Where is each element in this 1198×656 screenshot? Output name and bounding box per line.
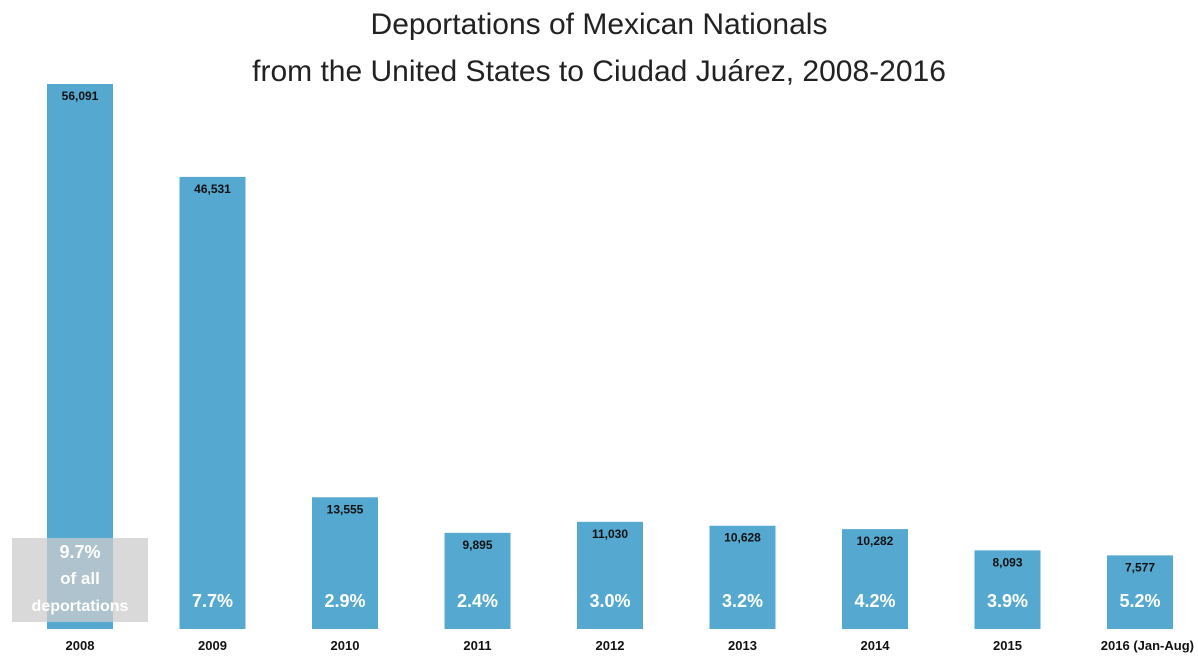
share-note-line-1: of all	[60, 569, 100, 588]
value-label: 10,282	[857, 534, 894, 548]
share-label: 7.7%	[192, 591, 233, 611]
share-label: 5.2%	[1119, 591, 1160, 611]
x-tick-label: 2016 (Jan-Aug)	[1101, 638, 1194, 653]
share-label: 2.9%	[324, 591, 365, 611]
value-label: 11,030	[592, 527, 628, 541]
value-label: 56,091	[62, 89, 99, 103]
value-label: 9,895	[462, 538, 492, 552]
share-note-line-2: deportations	[32, 598, 129, 615]
x-tick-label: 2012	[596, 638, 625, 653]
bar-2010	[312, 497, 378, 629]
bar-2009	[179, 176, 246, 629]
share-annotation-box	[12, 538, 148, 622]
share-label: 9.7%	[59, 542, 100, 562]
x-tick-label: 2014	[861, 638, 891, 653]
value-label: 8,093	[992, 555, 1022, 569]
share-label: 4.2%	[854, 591, 895, 611]
share-label: 3.2%	[722, 591, 763, 611]
value-label: 46,531	[194, 182, 231, 196]
bar-2012	[577, 521, 643, 629]
chart-title-line-1: Deportations of Mexican Nationals	[370, 8, 828, 41]
share-label: 3.9%	[987, 591, 1028, 611]
bar-2015	[974, 550, 1041, 629]
share-label: 2.4%	[457, 591, 498, 611]
x-tick-label: 2011	[463, 638, 491, 653]
share-label: 3.0%	[589, 591, 630, 611]
value-label: 7,577	[1125, 560, 1155, 574]
bar-2014	[842, 529, 908, 629]
x-tick-label: 2015	[993, 638, 1022, 653]
bar-2013	[709, 525, 776, 629]
chart-title-line-2: from the United States to Ciudad Juárez,…	[252, 55, 946, 88]
x-tick-label: 2010	[331, 638, 360, 653]
bar-2011	[444, 532, 511, 629]
value-label: 13,555	[327, 502, 364, 516]
x-tick-label: 2013	[728, 638, 757, 653]
bar-2016	[1107, 555, 1173, 629]
x-tick-label: 2009	[198, 638, 227, 653]
value-label: 10,628	[724, 531, 761, 545]
x-tick-label: 2008	[66, 638, 95, 653]
